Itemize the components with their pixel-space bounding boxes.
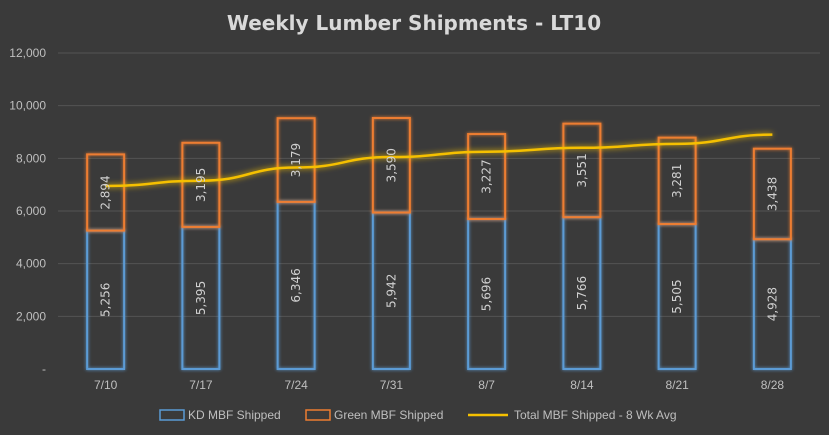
avg-line <box>105 133 773 188</box>
data-label-green: 2,894 <box>99 175 113 209</box>
data-label-kd: 6,346 <box>289 268 303 302</box>
legend-label-kd: KD MBF Shipped <box>188 408 281 422</box>
bar-green-shipped <box>657 136 697 226</box>
x-tick-label: 7/10 <box>94 378 118 392</box>
y-tick-label: 4,000 <box>16 257 46 271</box>
bars <box>86 116 792 370</box>
chart-title: Weekly Lumber Shipments - LT10 <box>227 11 601 35</box>
data-label-green: 3,551 <box>575 153 589 187</box>
bar-green-shipped <box>181 141 221 228</box>
bar-green-shipped <box>86 153 126 232</box>
data-label-green: 3,179 <box>289 143 303 177</box>
data-label-green: 3,438 <box>765 177 779 211</box>
data-label-kd: 5,942 <box>384 274 398 308</box>
legend-label-green: Green MBF Shipped <box>334 408 443 422</box>
data-label-kd: 5,766 <box>575 276 589 310</box>
x-tick-label: 8/21 <box>665 378 689 392</box>
y-tick-label: 8,000 <box>16 151 46 165</box>
y-tick-label: 2,000 <box>16 309 46 323</box>
data-label-kd: 5,505 <box>670 279 684 313</box>
x-tick-label: 8/14 <box>570 378 594 392</box>
y-tick-label: 12,000 <box>9 46 46 60</box>
legend-label-avg: Total MBF Shipped - 8 Wk Avg <box>514 408 677 422</box>
data-label-green: 3,195 <box>194 168 208 202</box>
data-label-green: 3,227 <box>480 159 494 193</box>
x-axis: 7/10 7/17 7/24 7/31 8/7 8/14 8/21 8/28 <box>94 378 784 392</box>
x-tick-label: 7/31 <box>380 378 404 392</box>
data-label-green: 3,281 <box>670 164 684 198</box>
legend-swatch-green <box>305 409 331 421</box>
legend: KD MBF Shipped Green MBF Shipped Total M… <box>159 408 677 422</box>
y-tick-label: - <box>42 362 46 376</box>
bar-green-shipped <box>371 116 411 214</box>
x-tick-label: 8/7 <box>478 378 495 392</box>
bar-green-shipped <box>562 122 602 219</box>
data-label-kd: 4,928 <box>765 287 779 321</box>
y-tick-label: 10,000 <box>9 99 46 113</box>
x-tick-label: 7/17 <box>189 378 213 392</box>
x-tick-label: 7/24 <box>284 378 308 392</box>
gridlines <box>58 52 820 317</box>
data-label-green: 3,590 <box>384 148 398 182</box>
data-label-kd: 5,395 <box>194 281 208 315</box>
x-tick-label: 8/28 <box>761 378 785 392</box>
legend-swatch-kd <box>159 409 185 421</box>
data-label-kd: 5,256 <box>99 283 113 317</box>
bar-green-shipped <box>752 147 792 241</box>
y-tick-label: 6,000 <box>16 204 46 218</box>
bar-green-shipped <box>276 117 316 203</box>
y-axis: - 2,000 4,000 6,000 8,000 10,000 12,000 <box>9 46 46 376</box>
avg-line-group <box>105 133 773 188</box>
data-label-kd: 5,696 <box>480 277 494 311</box>
data-labels: 5,256 2,894 5,395 3,195 6,346 3,179 5,942 3,590… <box>99 143 780 321</box>
bar-green-shipped <box>467 133 507 221</box>
